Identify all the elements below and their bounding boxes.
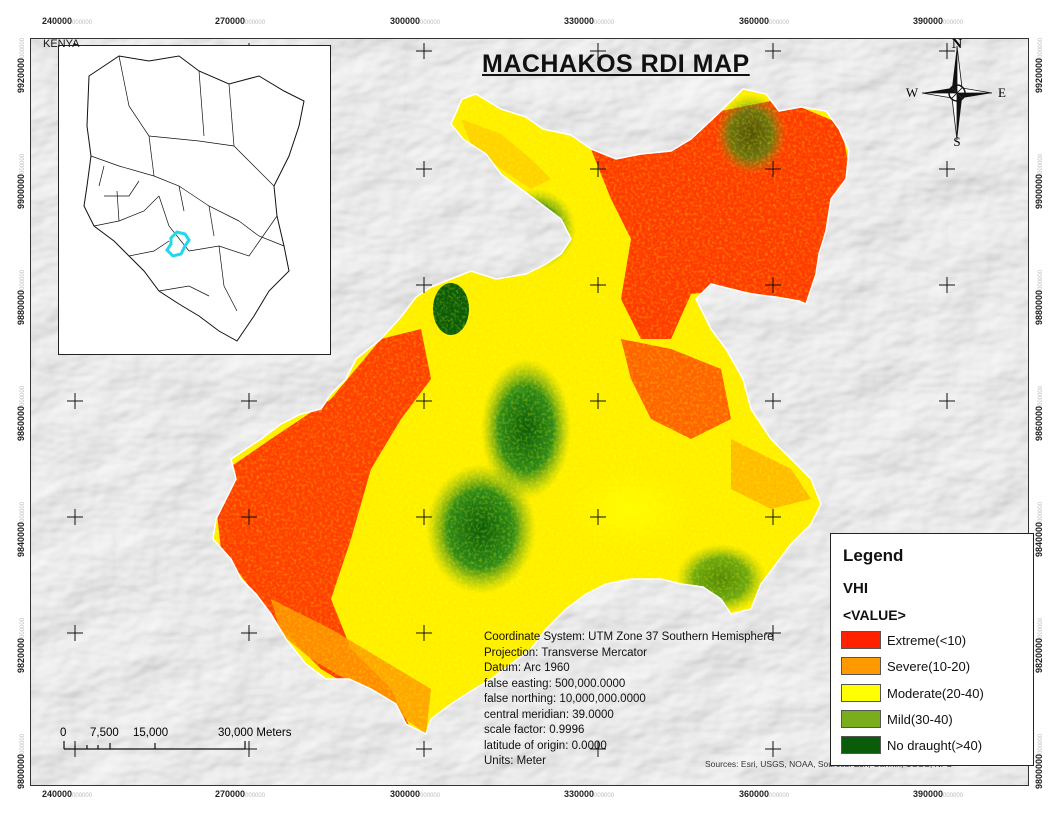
legend-swatch-extreme [841,631,881,649]
x-tick-top-6: 390000000000 [913,16,964,26]
scale-bar-graphic [63,741,246,750]
y-tick-right-3: 9880000000000 [1034,269,1044,325]
x-tick-bottom-3: 300000000000 [390,789,441,799]
coordinate-info: Coordinate System: UTM Zone 37 Southern … [484,630,774,770]
y-tick-right-6: 9820000000000 [1034,617,1044,673]
x-tick-bottom-5: 360000000000 [739,789,790,799]
compass-w: W [906,85,919,100]
sources-credit: Sources: Esri, USGS, NOAA, Sources: Esri… [705,759,953,769]
legend-label-moderate: Moderate(20-40) [887,686,984,701]
legend-label-no-draught: No draught(>40) [887,738,983,753]
legend-label-mild: Mild(30-40) [887,712,953,727]
legend-swatch-no-draught [841,736,881,754]
legend-heading: Legend [843,546,904,565]
scale-bar: 0 7,500 15,000 30,000 Meters [60,727,320,767]
y-tick-left-1: 9920000000000 [16,37,26,93]
legend-label-extreme: Extreme(<10) [887,633,967,648]
scale-label-15000: 15,000 [133,727,169,739]
info-datum: Datum: Arc 1960 [484,662,570,674]
info-central-meridian: central meridian: 39.0000 [484,708,614,721]
legend-label-severe: Severe(10-20) [887,659,971,674]
x-tick-bottom-2: 270000000000 [215,789,266,799]
y-tick-right-5: 9840000000000 [1034,501,1044,557]
kenya-inset-map[interactable] [58,45,331,355]
y-tick-left-3: 9880000000000 [16,269,26,325]
x-tick-bottom-6: 390000000000 [913,789,964,799]
x-tick-bottom-1: 240000000000 [42,789,93,799]
inset-label: KENYA [43,38,80,50]
compass-e: E [998,85,1006,100]
map-title: MACHAKOS RDI MAP [482,50,750,78]
scale-label-0: 0 [60,727,67,739]
legend-swatch-mild [841,710,881,728]
legend-swatch-severe [841,657,881,675]
info-coord-system: Coordinate System: UTM Zone 37 Southern … [484,631,774,643]
x-tick-top-5: 360000000000 [739,16,790,26]
legend-layer: VHI [843,580,869,597]
legend-item-severe: Severe(10-20) [841,657,1031,677]
compass-n: N [952,38,962,52]
legend-swatch-moderate [841,684,881,702]
legend-item-no-draught: No draught(>40) [841,736,1031,756]
info-false-northing: false northing: 10,000,000.0000 [484,693,646,705]
north-arrow-compass: N S W E [900,37,1015,149]
y-tick-left-7: 9800000000000 [16,733,26,789]
y-tick-left-2: 9900000000000 [16,153,26,209]
compass-rose-icon: N S W E [906,37,1006,149]
x-tick-top-1: 240000000000 [42,16,93,26]
x-tick-top-4: 330000000000 [564,16,615,26]
legend-field: <VALUE> [843,607,906,623]
x-tick-bottom-4: 330000000000 [564,789,615,799]
y-tick-right-2: 9900000000000 [1034,153,1044,209]
info-latitude-origin: latitude of origin: 0.0000 [484,739,607,752]
x-tick-top-2: 270000000000 [215,16,266,26]
graticule-crosses [67,43,955,757]
legend-item-extreme: Extreme(<10) [841,631,1031,651]
county-boundary [212,88,850,736]
scale-label-7500: 7,500 [90,727,119,739]
y-tick-left-5: 9840000000000 [16,501,26,557]
y-tick-left-4: 9860000000000 [16,385,26,441]
y-tick-right-1: 9920000000000 [1034,37,1044,93]
y-tick-right-7: 9800000000000 [1034,733,1044,789]
info-projection: Projection: Transverse Mercator [484,646,647,659]
compass-s: S [953,134,960,148]
kenya-outline [83,55,305,342]
legend-item-moderate: Moderate(20-40) [841,684,1031,704]
y-tick-right-4: 9860000000000 [1034,385,1044,441]
info-false-easting: false easting: 500,000.0000 [484,677,626,690]
legend-item-mild: Mild(30-40) [841,710,1031,730]
legend: Legend VHI <VALUE> Extreme(<10) Severe(1… [830,533,1034,766]
info-scale-factor: scale factor: 0.9996 [484,724,585,736]
x-tick-top-3: 300000000000 [390,16,441,26]
y-tick-left-6: 9820000000000 [16,617,26,673]
machakos-highlight [165,230,191,258]
scale-label-30000: 30,000 Meters [218,727,292,739]
info-units: Units: Meter [484,755,546,767]
